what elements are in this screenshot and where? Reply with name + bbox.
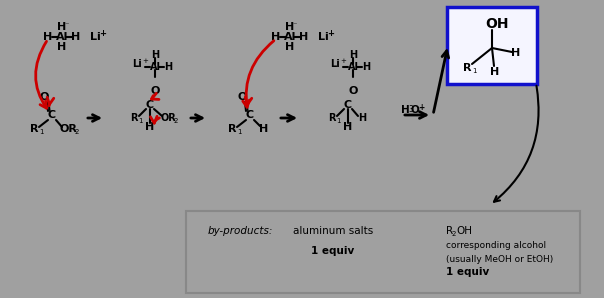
Text: C: C — [246, 110, 254, 120]
Text: H: H — [57, 42, 66, 52]
Text: C: C — [344, 100, 352, 110]
Text: R: R — [328, 113, 336, 123]
Text: H: H — [43, 32, 53, 42]
Text: OR: OR — [59, 124, 77, 134]
Text: H: H — [512, 48, 521, 58]
Text: by-products:: by-products: — [207, 226, 272, 236]
Text: Al: Al — [56, 32, 68, 42]
Text: H: H — [344, 122, 353, 132]
Text: OH: OH — [485, 17, 509, 31]
Text: H: H — [151, 50, 159, 60]
Text: +: + — [327, 30, 335, 38]
Text: Li: Li — [318, 32, 329, 42]
Text: H: H — [362, 62, 370, 72]
Text: H: H — [490, 67, 500, 77]
Text: +: + — [100, 30, 106, 38]
Text: H: H — [146, 122, 155, 132]
Text: 1 equiv: 1 equiv — [312, 246, 355, 256]
Text: R: R — [130, 113, 138, 123]
Text: H: H — [358, 113, 366, 123]
Text: H: H — [164, 62, 172, 72]
Text: +: + — [418, 103, 424, 111]
Text: R: R — [30, 124, 38, 134]
Text: 1: 1 — [237, 129, 241, 135]
Text: H: H — [57, 22, 66, 32]
Text: 1: 1 — [39, 129, 43, 135]
Text: Al: Al — [150, 62, 161, 72]
Text: aluminum salts: aluminum salts — [293, 226, 373, 236]
Text: O: O — [237, 92, 246, 102]
Text: O: O — [39, 92, 49, 102]
Text: H: H — [300, 32, 309, 42]
Text: O: O — [411, 105, 419, 115]
Text: +: + — [340, 58, 346, 64]
Text: (usually MeOH or EtOH): (usually MeOH or EtOH) — [446, 254, 553, 263]
Text: H: H — [259, 124, 269, 134]
Text: Al: Al — [284, 32, 296, 42]
Text: 1: 1 — [336, 118, 340, 124]
Text: 1 equiv: 1 equiv — [446, 267, 489, 277]
Text: H: H — [285, 42, 295, 52]
Text: 1: 1 — [138, 118, 143, 124]
Text: H: H — [285, 22, 295, 32]
Text: R: R — [228, 124, 236, 134]
Text: 2: 2 — [452, 231, 457, 237]
Text: C: C — [146, 100, 154, 110]
Text: R: R — [463, 63, 471, 73]
Text: 3: 3 — [408, 105, 413, 114]
Text: Li: Li — [330, 59, 340, 69]
FancyBboxPatch shape — [447, 7, 537, 84]
Text: O: O — [150, 86, 159, 96]
Text: H: H — [349, 50, 357, 60]
Text: 1: 1 — [472, 68, 476, 74]
FancyBboxPatch shape — [186, 211, 580, 293]
Text: Li: Li — [132, 59, 142, 69]
Text: Li: Li — [89, 32, 100, 42]
Text: R: R — [446, 226, 453, 236]
Text: corresponding alcohol: corresponding alcohol — [446, 241, 546, 251]
Text: +: + — [142, 58, 148, 64]
Text: H: H — [271, 32, 281, 42]
Text: ⁻: ⁻ — [293, 21, 297, 30]
Text: H: H — [400, 105, 410, 115]
Text: ⁻: ⁻ — [65, 21, 69, 30]
Text: OH: OH — [456, 226, 472, 236]
Text: 2: 2 — [75, 129, 79, 135]
Text: Al: Al — [347, 62, 359, 72]
Text: OR: OR — [160, 113, 176, 123]
Text: H: H — [71, 32, 80, 42]
Text: O: O — [349, 86, 358, 96]
Text: C: C — [48, 110, 56, 120]
Text: 2: 2 — [174, 118, 178, 124]
